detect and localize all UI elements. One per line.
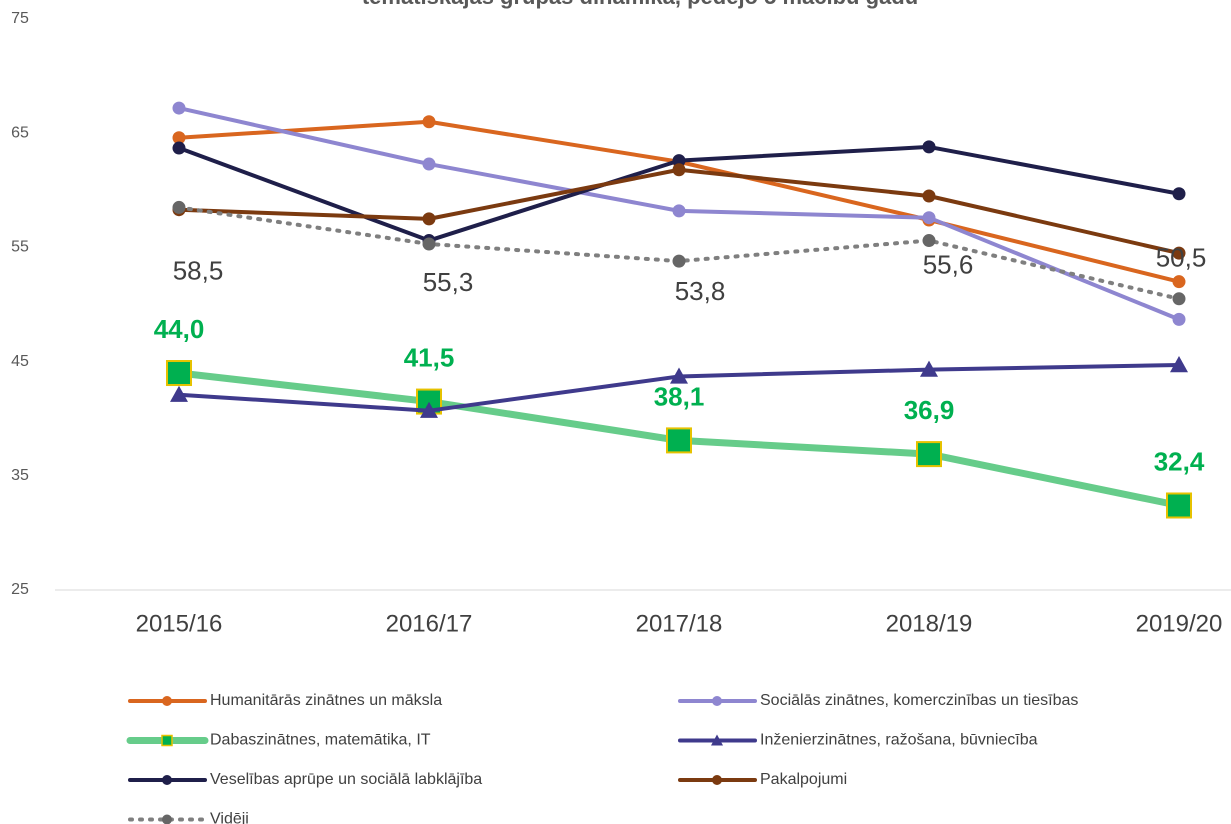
data-label: 36,9	[904, 395, 955, 425]
y-tick-label: 65	[11, 124, 29, 141]
point	[1172, 275, 1186, 289]
point	[1172, 312, 1186, 326]
data-label: 55,3	[423, 267, 474, 297]
point	[422, 212, 436, 226]
y-tick-label: 45	[11, 353, 29, 370]
legend-marker	[162, 696, 172, 706]
legend-marker	[162, 814, 172, 824]
point	[422, 115, 436, 129]
legend-label: Vidēji	[210, 811, 249, 824]
point	[922, 234, 936, 248]
x-tick-label: 2016/17	[386, 610, 473, 637]
point	[922, 140, 936, 154]
point	[670, 367, 688, 384]
point	[672, 154, 686, 168]
point	[922, 211, 936, 225]
point	[672, 254, 686, 268]
x-tick-label: 2017/18	[636, 610, 723, 637]
x-tick-label: 2018/19	[886, 610, 973, 637]
y-tick-label: 55	[11, 239, 29, 256]
y-tick-label: 75	[11, 10, 29, 27]
point	[172, 200, 186, 214]
point	[672, 204, 686, 218]
legend-marker	[162, 775, 172, 785]
point	[1172, 187, 1186, 201]
point	[172, 101, 186, 115]
legend-label: Veselības aprūpe un sociālā labklājība	[210, 771, 482, 788]
point	[1170, 356, 1188, 373]
data-label: 53,8	[675, 276, 726, 306]
legend-label: Inženierzinātnes, ražošana, būvniecība	[760, 732, 1038, 749]
legend-label: Pakalpojumi	[760, 771, 847, 788]
point	[666, 427, 692, 454]
legend-marker	[711, 734, 723, 746]
point	[422, 237, 436, 251]
x-tick-label: 2019/20	[1136, 610, 1223, 637]
legend-label: Sociālās zinātnes, komerczinības un ties…	[760, 692, 1078, 709]
point	[166, 360, 192, 387]
data-label: 44,0	[154, 314, 205, 344]
point	[920, 360, 938, 377]
point	[170, 385, 188, 402]
point	[1166, 492, 1192, 519]
data-label: 38,1	[654, 381, 705, 411]
point	[672, 163, 686, 177]
point	[420, 401, 438, 418]
legend-marker	[161, 734, 173, 747]
legend-label: Dabaszinātnes, matemātika, IT	[210, 732, 431, 749]
data-label: 58,5	[173, 255, 224, 285]
legend-label: Humanitārās zinātnes un māksla	[210, 692, 442, 709]
point	[172, 141, 186, 155]
legend-marker	[712, 775, 722, 785]
point	[422, 157, 436, 171]
point	[1172, 246, 1186, 260]
point	[1172, 292, 1186, 306]
legend-marker	[712, 696, 722, 706]
data-label: 55,6	[923, 249, 974, 279]
data-label: 32,4	[1154, 446, 1205, 476]
y-tick-label: 25	[11, 581, 29, 598]
data-label: 41,5	[404, 342, 455, 372]
point	[172, 131, 186, 145]
point	[916, 441, 942, 468]
point	[922, 189, 936, 203]
y-tick-label: 35	[11, 467, 29, 484]
chart-title: tematiskajās grupās dinamika, pēdējo 5 m…	[362, 0, 918, 9]
data-label: 50,5	[1156, 243, 1207, 273]
x-tick-label: 2015/16	[136, 610, 223, 637]
